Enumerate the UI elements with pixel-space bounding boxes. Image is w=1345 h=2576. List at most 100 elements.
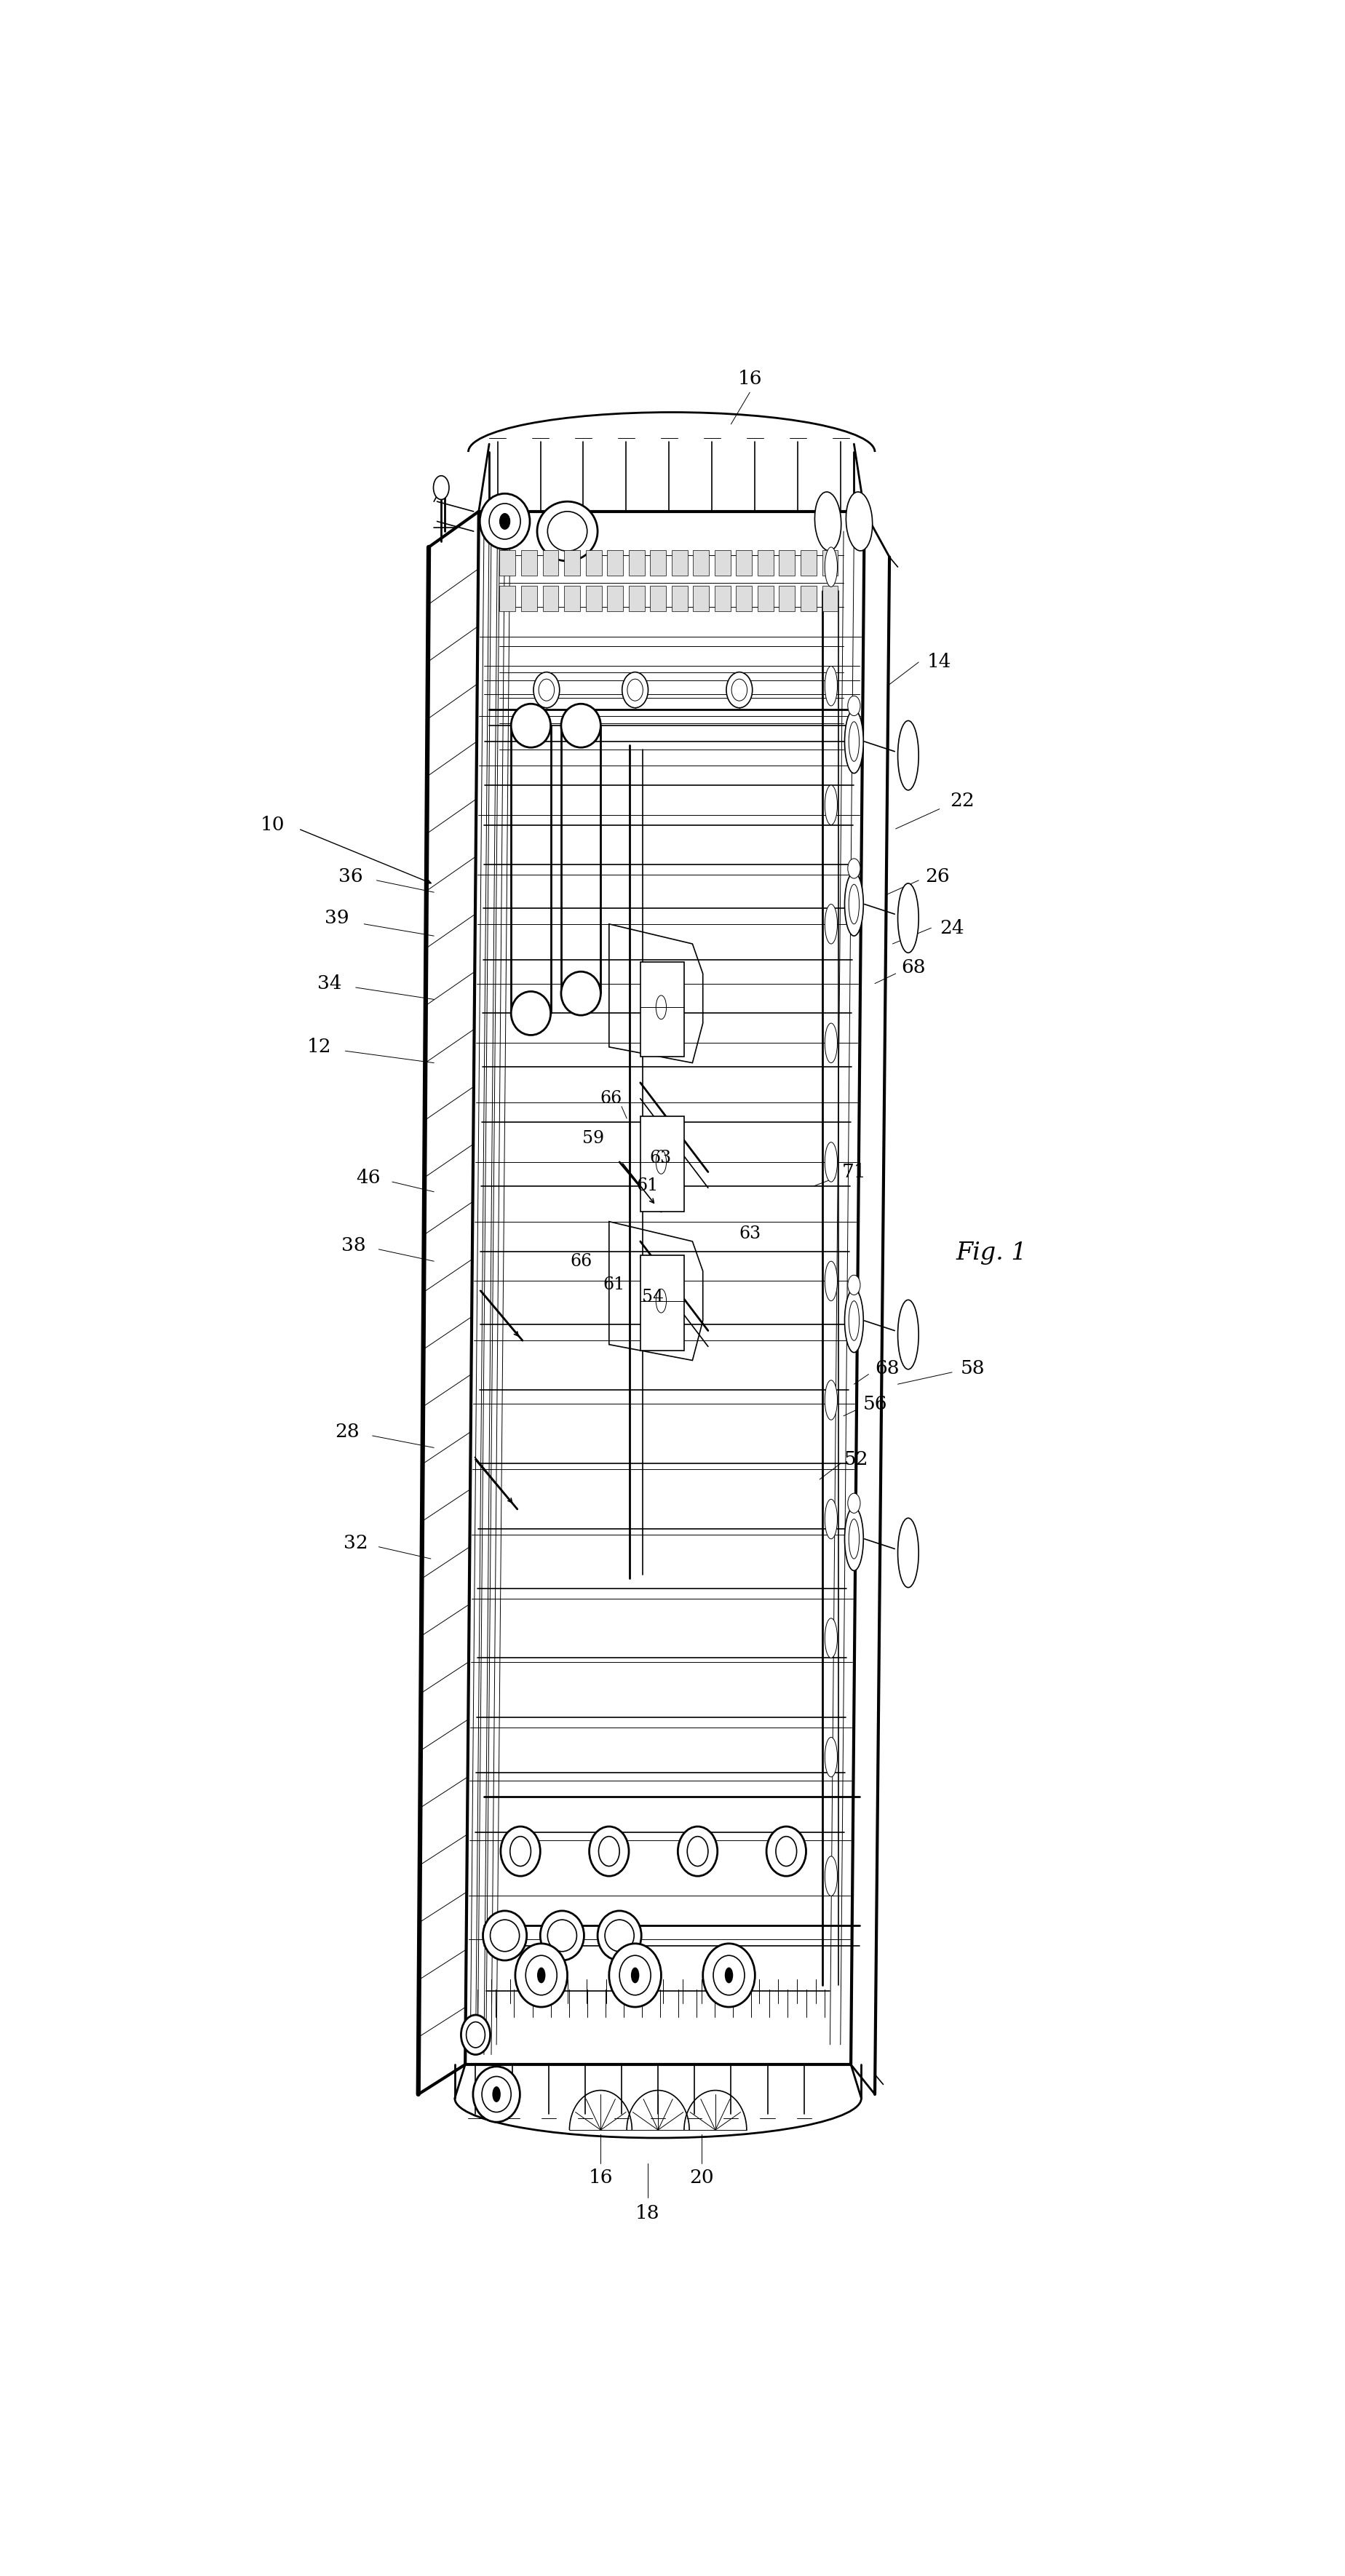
Ellipse shape xyxy=(609,1942,662,2007)
Ellipse shape xyxy=(726,672,752,708)
Ellipse shape xyxy=(824,546,838,587)
Ellipse shape xyxy=(824,1262,838,1301)
FancyBboxPatch shape xyxy=(564,551,580,577)
FancyBboxPatch shape xyxy=(628,551,644,577)
FancyBboxPatch shape xyxy=(800,585,816,611)
Ellipse shape xyxy=(490,1919,519,1953)
Ellipse shape xyxy=(824,1618,838,1659)
Ellipse shape xyxy=(767,1826,806,1875)
Ellipse shape xyxy=(849,1301,859,1340)
Text: 59: 59 xyxy=(582,1131,604,1146)
Ellipse shape xyxy=(703,1942,755,2007)
Ellipse shape xyxy=(847,1494,861,1512)
FancyBboxPatch shape xyxy=(693,551,709,577)
Ellipse shape xyxy=(511,703,550,747)
Ellipse shape xyxy=(480,495,530,549)
FancyBboxPatch shape xyxy=(800,551,816,577)
Ellipse shape xyxy=(526,1955,557,1994)
Ellipse shape xyxy=(898,884,919,953)
FancyBboxPatch shape xyxy=(607,551,623,577)
Ellipse shape xyxy=(631,1968,639,1984)
FancyBboxPatch shape xyxy=(628,585,644,611)
FancyBboxPatch shape xyxy=(671,585,687,611)
Ellipse shape xyxy=(849,721,859,762)
Text: 56: 56 xyxy=(862,1396,888,1414)
FancyBboxPatch shape xyxy=(736,551,752,577)
FancyBboxPatch shape xyxy=(714,551,730,577)
FancyBboxPatch shape xyxy=(757,551,773,577)
Ellipse shape xyxy=(687,1837,707,1865)
FancyBboxPatch shape xyxy=(736,585,752,611)
Text: 26: 26 xyxy=(925,868,950,886)
Text: 10: 10 xyxy=(260,817,285,835)
Text: 58: 58 xyxy=(960,1360,985,1378)
Ellipse shape xyxy=(539,680,554,701)
Ellipse shape xyxy=(515,1942,568,2007)
FancyBboxPatch shape xyxy=(640,1255,685,1350)
Ellipse shape xyxy=(845,1288,863,1352)
Ellipse shape xyxy=(776,1837,796,1865)
Ellipse shape xyxy=(620,1955,651,1994)
Ellipse shape xyxy=(433,477,449,500)
Ellipse shape xyxy=(845,873,863,935)
FancyBboxPatch shape xyxy=(671,551,687,577)
Text: 71: 71 xyxy=(842,1162,866,1180)
Ellipse shape xyxy=(824,1141,838,1182)
FancyBboxPatch shape xyxy=(585,585,601,611)
Ellipse shape xyxy=(678,1826,717,1875)
FancyBboxPatch shape xyxy=(822,551,838,577)
Ellipse shape xyxy=(656,1149,666,1175)
Ellipse shape xyxy=(847,696,861,716)
Ellipse shape xyxy=(713,1955,745,1994)
Text: 38: 38 xyxy=(342,1236,366,1255)
Text: 39: 39 xyxy=(324,909,350,927)
Ellipse shape xyxy=(473,2066,521,2123)
FancyBboxPatch shape xyxy=(779,585,795,611)
Ellipse shape xyxy=(849,1520,859,1558)
FancyBboxPatch shape xyxy=(585,551,601,577)
Ellipse shape xyxy=(623,672,648,708)
Ellipse shape xyxy=(547,1919,577,1953)
Text: 18: 18 xyxy=(635,2205,660,2223)
Ellipse shape xyxy=(824,904,838,943)
Text: 63: 63 xyxy=(650,1149,671,1167)
Ellipse shape xyxy=(656,1288,666,1314)
Ellipse shape xyxy=(824,1857,838,1896)
Text: 66: 66 xyxy=(600,1090,623,1108)
Ellipse shape xyxy=(824,1736,838,1777)
FancyBboxPatch shape xyxy=(499,585,515,611)
Text: 14: 14 xyxy=(927,654,952,672)
Ellipse shape xyxy=(561,703,601,747)
FancyBboxPatch shape xyxy=(650,551,666,577)
Ellipse shape xyxy=(597,1911,642,1960)
Ellipse shape xyxy=(847,1275,861,1296)
FancyBboxPatch shape xyxy=(757,585,773,611)
FancyBboxPatch shape xyxy=(521,585,537,611)
Text: 16: 16 xyxy=(737,368,763,386)
Ellipse shape xyxy=(824,786,838,824)
Ellipse shape xyxy=(490,502,521,538)
Ellipse shape xyxy=(534,672,560,708)
Ellipse shape xyxy=(537,502,597,562)
Ellipse shape xyxy=(561,971,601,1015)
Text: 36: 36 xyxy=(339,868,363,886)
Ellipse shape xyxy=(461,2014,490,2056)
Ellipse shape xyxy=(482,2076,511,2112)
Ellipse shape xyxy=(547,513,588,551)
Text: 22: 22 xyxy=(950,791,975,809)
Ellipse shape xyxy=(605,1919,633,1953)
Text: 20: 20 xyxy=(690,2169,714,2187)
Ellipse shape xyxy=(898,1517,919,1587)
Text: 34: 34 xyxy=(317,974,342,992)
Ellipse shape xyxy=(847,858,861,878)
Ellipse shape xyxy=(824,1023,838,1064)
FancyBboxPatch shape xyxy=(822,585,838,611)
Ellipse shape xyxy=(511,992,550,1036)
Text: 46: 46 xyxy=(356,1170,381,1188)
FancyBboxPatch shape xyxy=(564,585,580,611)
FancyBboxPatch shape xyxy=(640,1115,685,1211)
Ellipse shape xyxy=(849,884,859,925)
FancyBboxPatch shape xyxy=(521,551,537,577)
Ellipse shape xyxy=(845,1507,863,1571)
Ellipse shape xyxy=(845,711,863,773)
